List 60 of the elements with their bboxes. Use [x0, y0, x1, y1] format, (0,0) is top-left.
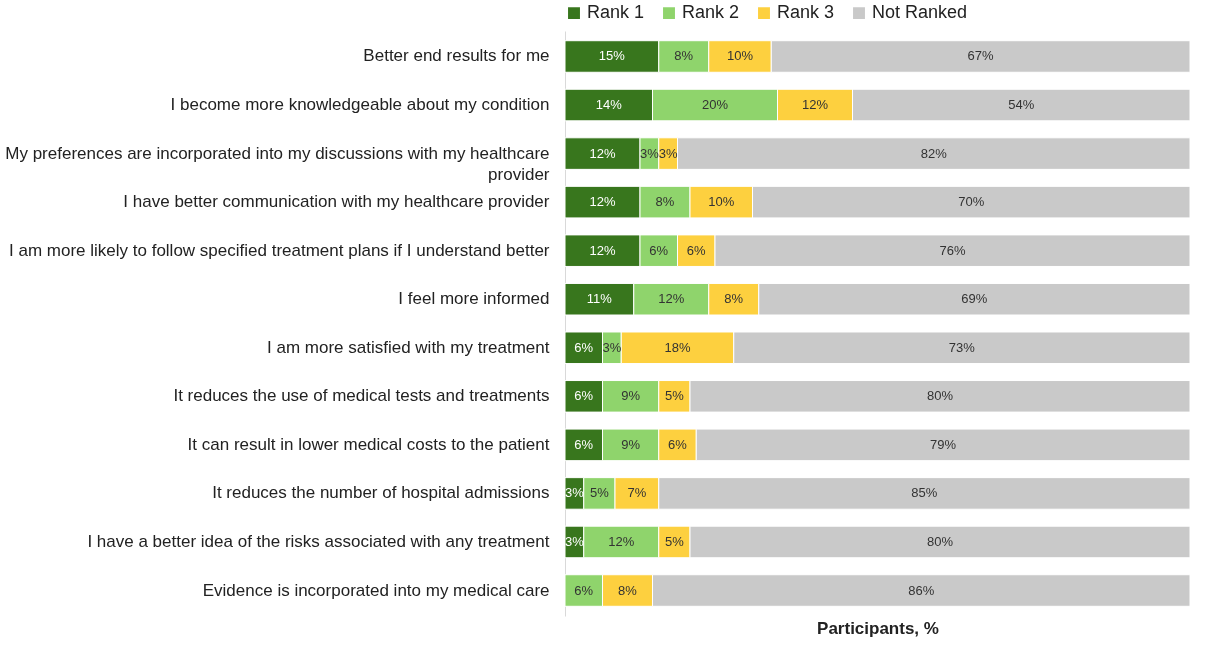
x-axis-title: Participants, %: [817, 618, 939, 638]
data-label: 76%: [939, 242, 966, 258]
y-tick-label: I feel more informed: [398, 289, 550, 309]
y-tick-label: It can result in lower medical costs to the patient: [187, 434, 550, 454]
data-label: 79%: [930, 436, 957, 452]
data-label: 8%: [655, 194, 675, 210]
data-label: 82%: [920, 145, 948, 161]
data-label: 15%: [598, 48, 626, 64]
data-label: 73%: [948, 339, 976, 355]
data-label: 86%: [908, 582, 935, 598]
data-label: 6%: [574, 436, 594, 452]
y-tick-label: It reduces the use of medical tests and treatments: [173, 386, 550, 406]
data-label: 6%: [668, 436, 688, 452]
data-label: 7%: [627, 485, 647, 501]
data-label: 8%: [724, 291, 744, 307]
data-label: 20%: [701, 97, 729, 113]
data-label: 14%: [595, 97, 623, 113]
y-tick-label: It reduces the number of hospital admissions: [212, 483, 550, 503]
data-label: 3%: [602, 339, 622, 355]
data-label: 12%: [658, 291, 685, 307]
y-tick-label: Better end results for me: [363, 46, 550, 66]
data-label: 80%: [926, 388, 954, 404]
data-label: 6%: [649, 242, 669, 258]
data-label: 6%: [574, 339, 594, 355]
y-tick-label: Evidence is incorporated into my medical care: [202, 580, 550, 600]
data-label: 5%: [664, 533, 685, 549]
data-label: 80%: [926, 533, 954, 549]
data-label: 6%: [686, 242, 707, 258]
legend-label: Rank 2: [682, 2, 740, 23]
data-label: 12%: [608, 533, 635, 549]
data-label: 6%: [574, 582, 594, 598]
data-label: 12%: [589, 242, 616, 258]
data-label: 12%: [589, 194, 616, 210]
y-tick-label: My preferences are incorporated into my discussions with my healthcare provider: [5, 143, 550, 184]
legend-label: Rank 3: [777, 2, 835, 23]
data-label: 12%: [589, 145, 616, 161]
data-label: 54%: [1008, 97, 1035, 113]
legend-label: Rank 1: [587, 2, 645, 23]
y-tick-label: I become more knowledgeable about my condition: [170, 95, 550, 115]
data-label: 69%: [961, 291, 988, 307]
data-label: 8%: [618, 582, 638, 598]
legend-label: Not Ranked: [872, 2, 968, 23]
data-label: 10%: [726, 48, 754, 64]
data-label: 9%: [621, 436, 641, 452]
data-label: 10%: [708, 194, 735, 210]
y-tick-label: I am more likely to follow specified treatment plans if I understand better: [9, 240, 550, 260]
data-label: 8%: [674, 48, 694, 64]
data-label: 18%: [664, 339, 691, 355]
data-label: 11%: [586, 291, 613, 307]
data-label: 9%: [621, 388, 641, 404]
data-label: 67%: [967, 48, 995, 64]
data-label: 12%: [801, 97, 829, 113]
data-label: 5%: [589, 485, 610, 501]
data-label: 85%: [911, 485, 938, 501]
data-label: 6%: [574, 388, 594, 404]
data-label: 70%: [958, 194, 985, 210]
data-label: 5%: [664, 388, 685, 404]
y-tick-label: I have better communication with my healthcare provider: [123, 192, 550, 212]
y-tick-label: I have a better idea of the risks associated with any treatment: [87, 531, 550, 551]
y-tick-label: I am more satisfied with my treatment: [267, 337, 550, 357]
